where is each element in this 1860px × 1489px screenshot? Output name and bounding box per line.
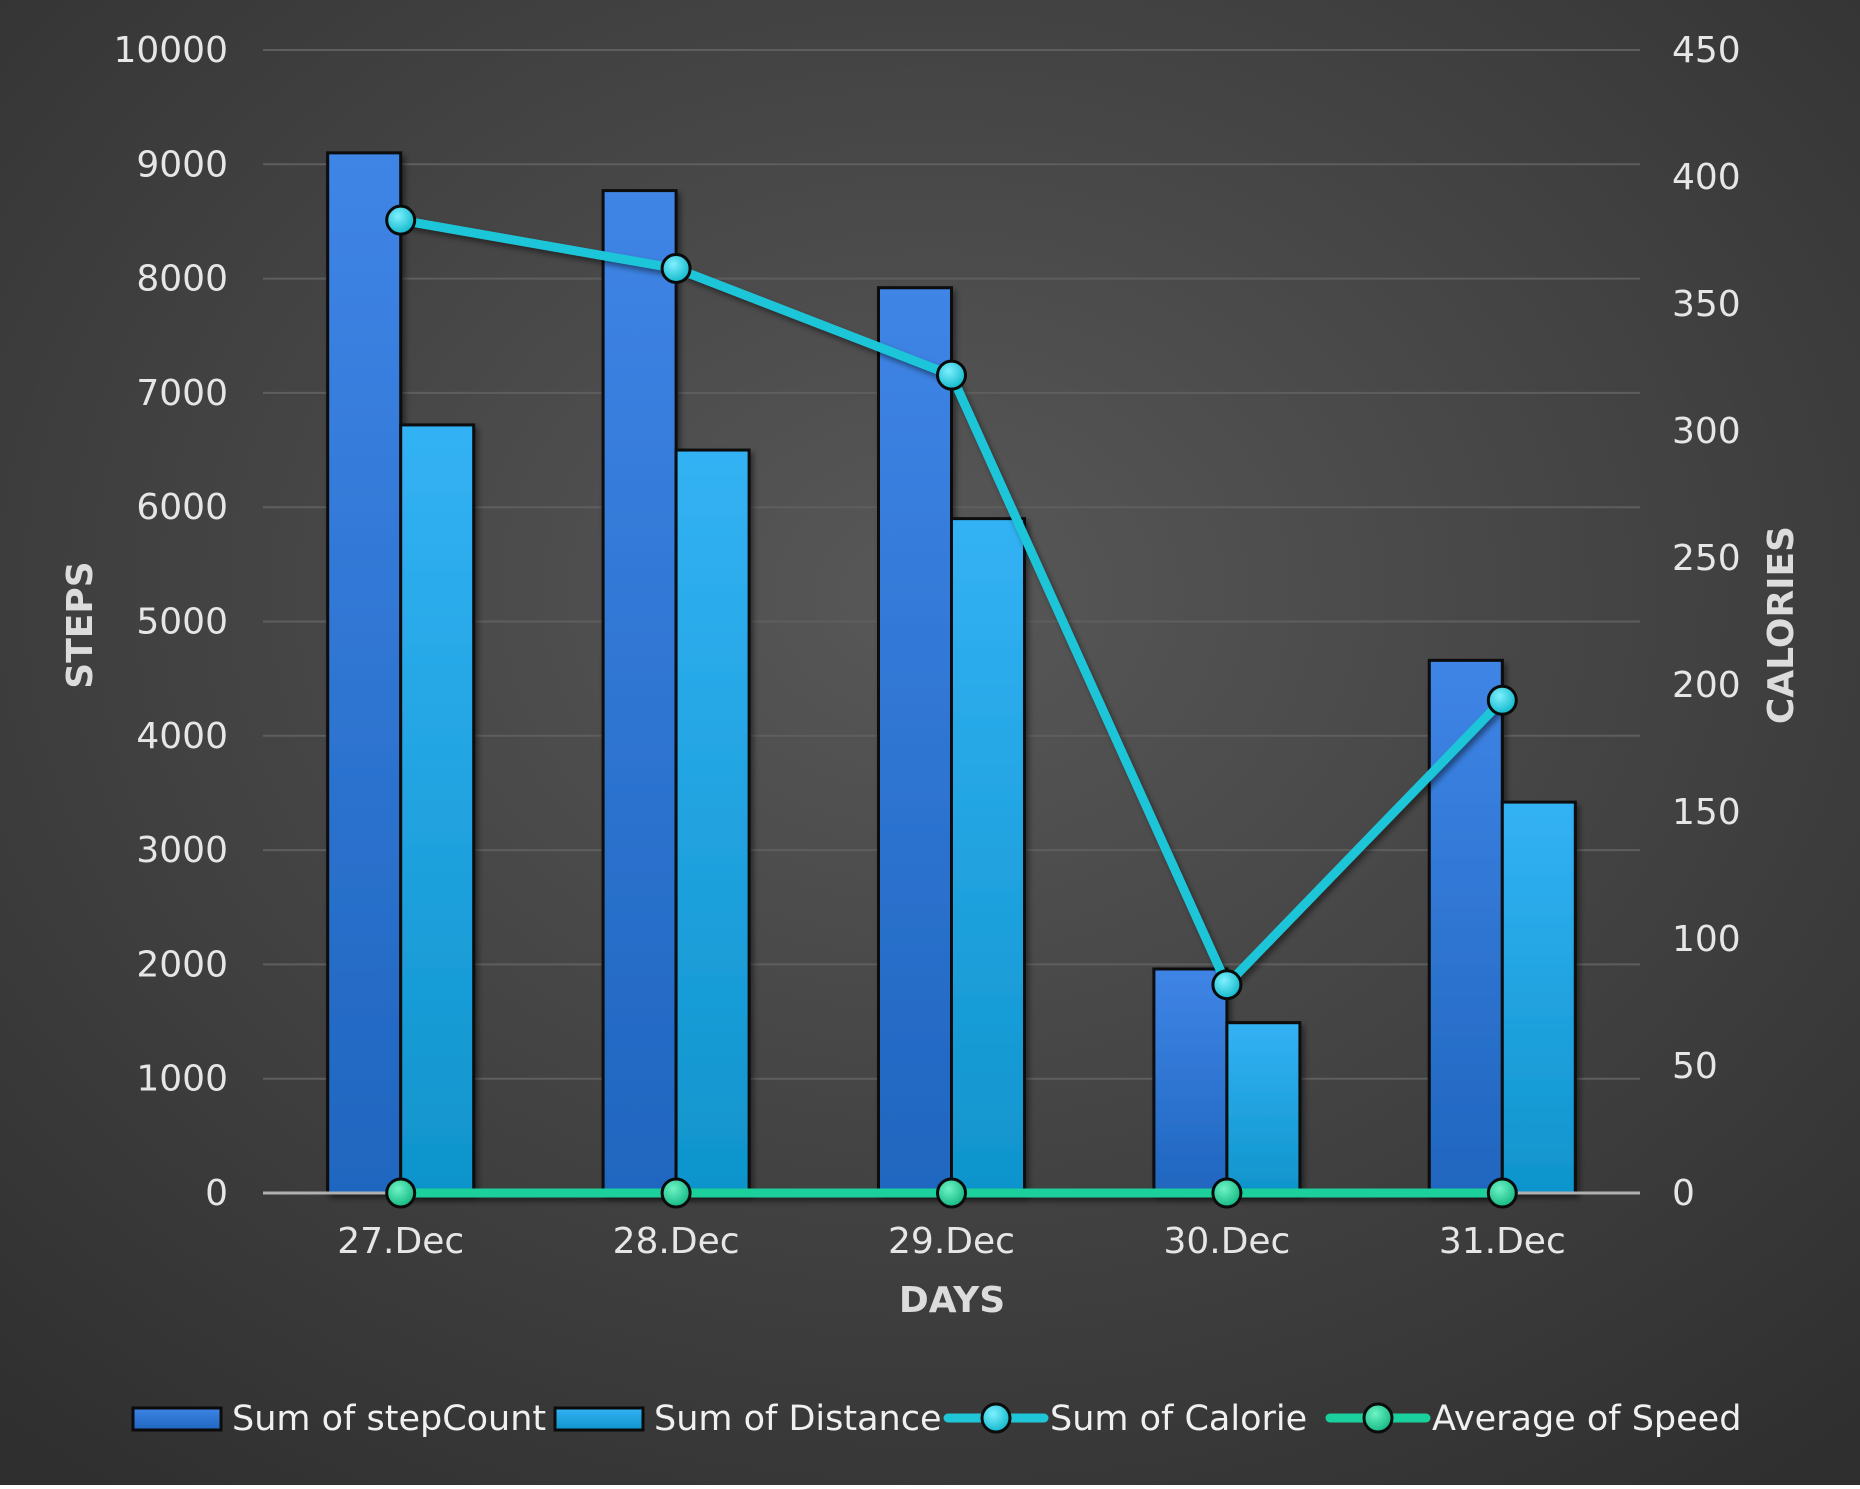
y-tick-label: 6000: [136, 487, 228, 528]
series-markers: [385, 204, 1518, 1209]
y2-axis-title: CALORIES: [1761, 526, 1802, 724]
x-tick-label: 28.Dec: [613, 1221, 740, 1262]
y2-tick-label: 250: [1672, 538, 1741, 579]
y-tick-label: 5000: [136, 602, 228, 643]
y-tick-label: 10000: [113, 30, 228, 71]
y-tick-label: 2000: [136, 944, 228, 985]
x-axis-ticks: 27.Dec 28.Dec 29.Dec 30.Dec 31.Dec: [337, 1221, 1566, 1262]
x-axis-title: DAYS: [899, 1280, 1005, 1321]
y2-tick-label: 50: [1672, 1046, 1718, 1087]
y2-tick-label: 100: [1672, 919, 1741, 960]
bar-stepcount: [326, 151, 403, 1195]
y-axis-title: STEPS: [60, 561, 101, 688]
x-tick-label: 30.Dec: [1163, 1221, 1290, 1262]
bar-distance: [1225, 1021, 1302, 1195]
marker-calorie: [1211, 969, 1243, 1001]
legend-marker-speed: [1362, 1402, 1394, 1434]
bar-stepcount: [601, 189, 678, 1195]
y-tick-label: 7000: [136, 373, 228, 414]
bar-stepcount: [877, 286, 953, 1195]
legend-label-calorie: Sum of Calorie: [1050, 1399, 1307, 1439]
bar-stepcount: [1427, 658, 1504, 1195]
legend: Sum of stepCount Sum of Distance Sum of Ca…: [131, 1399, 1741, 1439]
legend-swatch-distance: [553, 1406, 645, 1432]
y-tick-label: 1000: [136, 1059, 228, 1100]
marker-calorie: [1486, 684, 1518, 716]
legend-label-distance: Sum of Distance: [654, 1399, 942, 1439]
bar-distance: [1500, 800, 1577, 1195]
y-tick-label: 3000: [136, 830, 228, 871]
legend-swatch-stepcount: [131, 1406, 223, 1432]
left-axis-ticks: 0 1000 2000 3000 4000 5000 6000 7000 8000 9000 100…: [113, 30, 228, 1214]
marker-speed: [660, 1177, 692, 1209]
bar-distance: [950, 517, 1026, 1195]
x-tick-label: 27.Dec: [337, 1221, 464, 1262]
bar-distance: [399, 423, 476, 1195]
marker-calorie: [660, 252, 692, 284]
y-tick-label: 0: [205, 1173, 228, 1214]
bars: [326, 151, 1577, 1195]
marker-speed: [936, 1177, 967, 1209]
y2-tick-label: 300: [1672, 411, 1741, 452]
y2-tick-label: 0: [1672, 1173, 1695, 1214]
marker-calorie: [385, 204, 417, 236]
y2-tick-label: 400: [1672, 157, 1741, 198]
x-tick-label: 29.Dec: [888, 1221, 1015, 1262]
marker-speed: [1211, 1177, 1243, 1209]
x-tick-label: 31.Dec: [1439, 1221, 1566, 1262]
legend-marker-calorie: [980, 1402, 1012, 1434]
marker-speed: [1486, 1177, 1518, 1209]
bar-stepcount: [1152, 967, 1229, 1195]
legend-label-stepcount: Sum of stepCount: [232, 1399, 546, 1439]
bar-distance: [674, 448, 751, 1195]
marker-speed: [385, 1177, 417, 1209]
marker-calorie: [936, 359, 967, 391]
y-tick-label: 4000: [136, 716, 228, 757]
y-tick-label: 9000: [136, 144, 228, 185]
y2-tick-label: 200: [1672, 665, 1741, 706]
legend-label-speed: Average of Speed: [1432, 1399, 1741, 1439]
y2-tick-label: 450: [1672, 30, 1741, 71]
y-tick-label: 8000: [136, 259, 228, 300]
y2-tick-label: 150: [1672, 792, 1741, 833]
right-axis-ticks: 0 50 100 150 200 250 300 350 400 450: [1672, 30, 1741, 1214]
y2-tick-label: 350: [1672, 284, 1741, 325]
